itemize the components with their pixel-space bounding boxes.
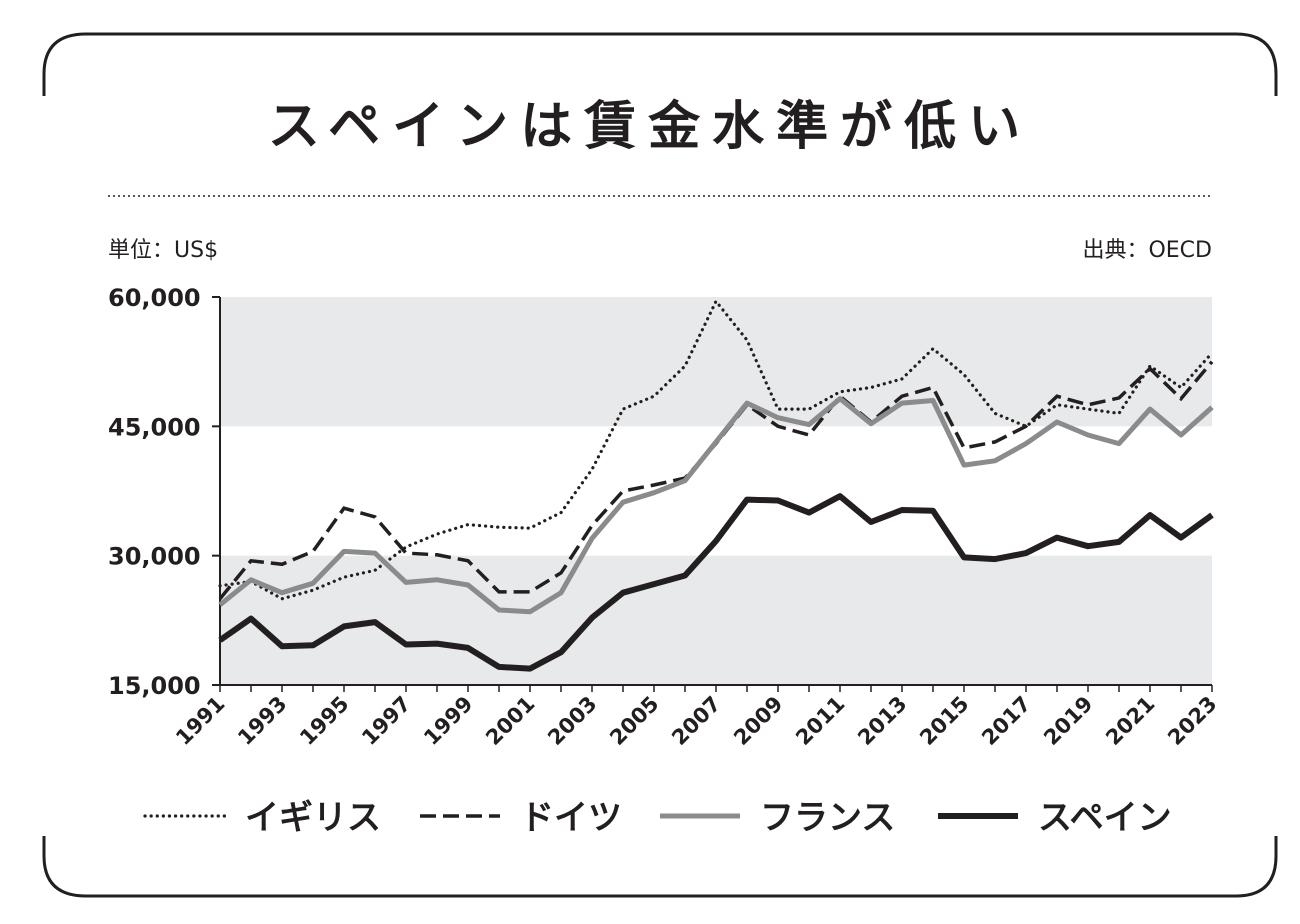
- x-tick-label: 2001: [481, 692, 539, 750]
- y-tick-label: 45,000: [108, 413, 201, 441]
- y-tick-label: 30,000: [108, 543, 201, 571]
- chart-title: スペインは賃金水準が低い: [267, 97, 1033, 157]
- background-bands: [220, 297, 1212, 685]
- y-tick-label: 60,000: [108, 284, 201, 312]
- legend-label-3: スペイン: [1038, 798, 1172, 838]
- x-tick-label: 2005: [605, 692, 663, 750]
- source-label: 出典：OECD: [1082, 238, 1212, 263]
- legend: イギリス ドイツ フランス スペイン: [143, 798, 1172, 838]
- legend-label-1: ドイツ: [520, 798, 622, 838]
- y-tick-label: 15,000: [108, 672, 201, 700]
- background-band: [220, 555, 1212, 685]
- x-tick-label: 2003: [543, 692, 601, 750]
- background-band: [220, 297, 1212, 427]
- x-tick-label: 1999: [419, 692, 477, 750]
- series-lines: [218, 298, 1214, 672]
- unit-label: 単位：US$: [108, 238, 219, 263]
- legend-label-2: フランス: [760, 798, 895, 838]
- x-tick-label: 2013: [853, 692, 911, 750]
- series-line-2: [218, 396, 1214, 615]
- x-tick-label: 2009: [729, 692, 787, 750]
- x-tick-label: 2023: [1163, 692, 1221, 750]
- x-tick-label: 2017: [977, 692, 1035, 750]
- x-tick-label: 2015: [915, 692, 973, 750]
- legend-label-0: イギリス: [245, 798, 381, 838]
- x-tick-label: 1991: [171, 692, 229, 750]
- x-tick-label: 1997: [357, 692, 415, 750]
- x-tick-label: 1993: [233, 692, 291, 750]
- x-tick-label: 2019: [1039, 692, 1097, 750]
- x-tick-label: 2021: [1101, 692, 1159, 750]
- x-tick-label: 2007: [667, 692, 725, 750]
- series-line-3: [218, 493, 1214, 672]
- x-tick-label: 2011: [791, 692, 849, 750]
- x-tick-label: 1995: [295, 692, 353, 750]
